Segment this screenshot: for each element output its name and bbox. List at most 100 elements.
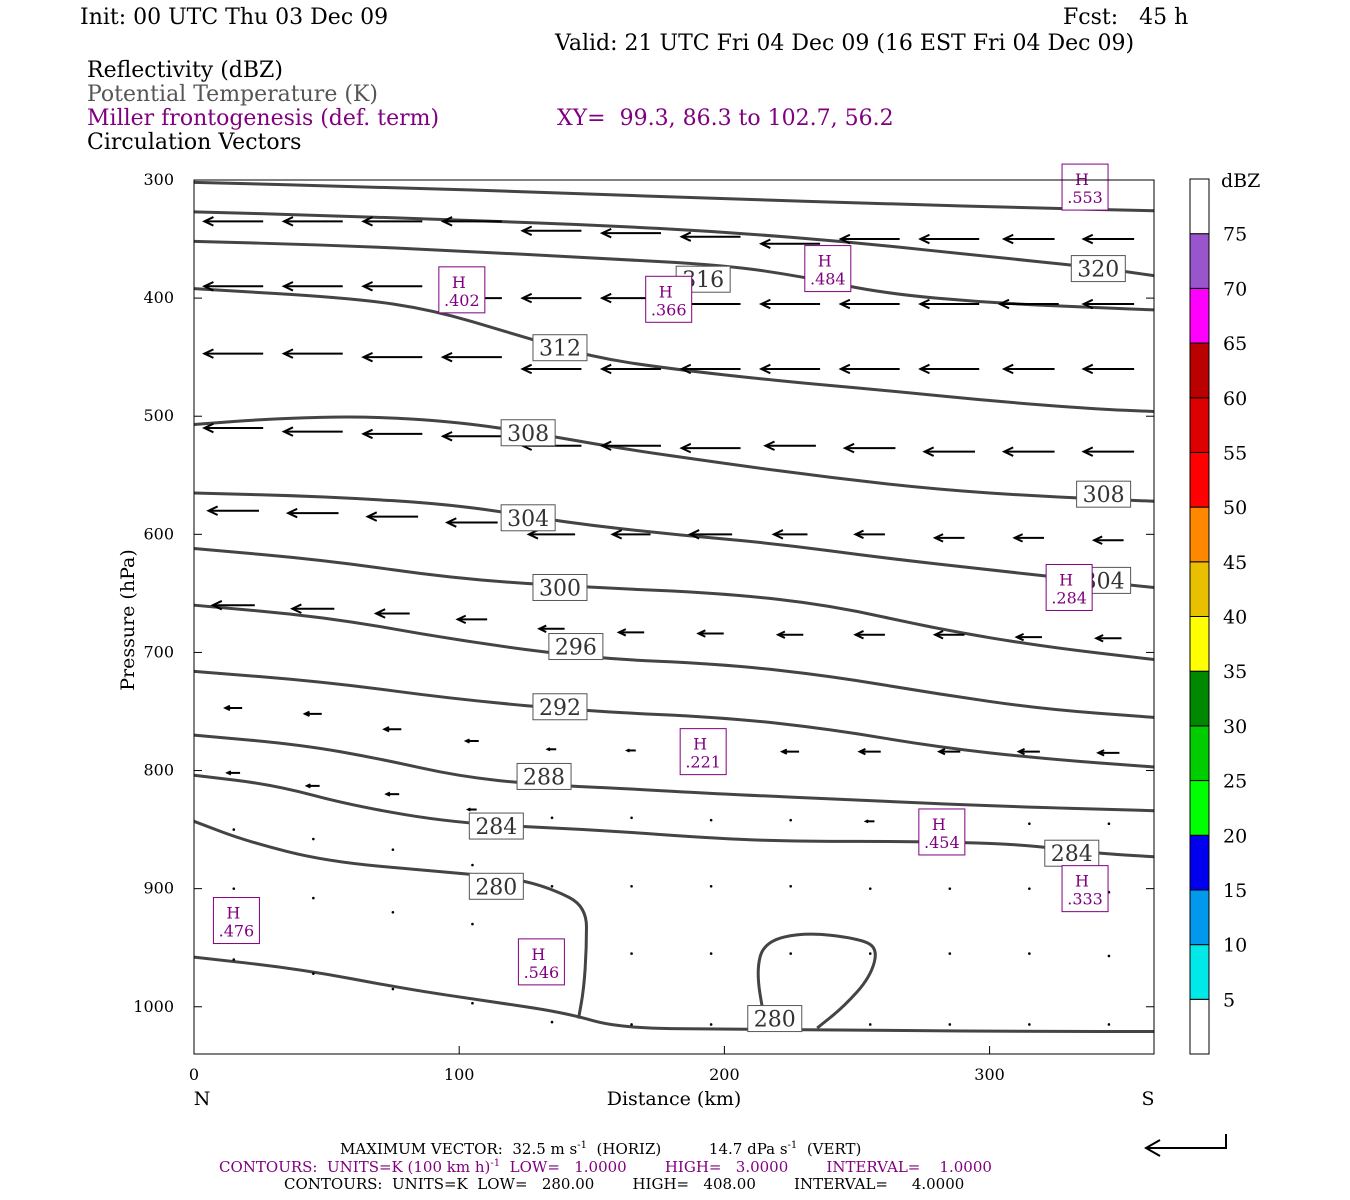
circulation-vector (384, 791, 400, 797)
circulation-vector (1028, 1023, 1031, 1026)
svg-text:280: 280 (754, 1008, 796, 1033)
circulation-vector (758, 238, 821, 249)
circulation-vector (758, 298, 821, 310)
circulation-vector (1012, 533, 1045, 543)
circulation-vector (440, 216, 502, 227)
theta-contour-label: 284 (1044, 839, 1100, 867)
circulation-vector (206, 505, 259, 516)
theta-contour-label: 320 (1070, 255, 1126, 283)
circulation-vector (1091, 535, 1124, 545)
frontogenesis-max-marker: H.454 (918, 808, 966, 856)
circulation-vector (857, 748, 881, 756)
field-frontogenesis: Miller frontogenesis (def. term) (87, 106, 440, 131)
y-tick-label: 1000 (133, 997, 174, 1016)
frontogenesis-max-marker: H.284 (1045, 563, 1093, 611)
circulation-vector (361, 351, 423, 363)
theta-contour-label: 296 (548, 633, 604, 661)
colorbar-tick-label: 30 (1223, 716, 1247, 738)
circulation-vector (285, 507, 339, 519)
circulation-vector (1001, 446, 1055, 457)
theta-contour-label: 312 (532, 334, 588, 362)
colorbar-swatch (1189, 725, 1210, 782)
circulation-vector (1096, 749, 1120, 757)
circulation-vector (520, 292, 582, 304)
circulation-vector (616, 628, 645, 637)
svg-text:H: H (1059, 570, 1073, 589)
svg-text:292: 292 (539, 696, 581, 721)
circulation-vector (202, 281, 264, 292)
plot-axes: 300 400 500 600 700 800 900 1000 0 100 200 300 (133, 170, 1155, 1084)
circulation-vector (520, 363, 582, 375)
circulation-vector (610, 529, 651, 540)
circulation-vector (687, 529, 733, 540)
y-tick-label: 800 (143, 761, 174, 780)
circulation-vector (440, 431, 502, 442)
circulation-vector (391, 848, 395, 851)
circulation-vector (630, 1023, 633, 1026)
circulation-vector (361, 281, 423, 292)
circulation-vector (771, 529, 808, 540)
circulation-vector (281, 281, 343, 292)
theta-contour-label: 308 (1076, 480, 1132, 508)
circulation-vector (625, 748, 636, 753)
circulation-vector (709, 884, 713, 888)
circulation-vector (709, 818, 713, 822)
plot-frame (193, 179, 1155, 1055)
svg-text:H: H (226, 904, 240, 923)
circulation-vector (391, 910, 395, 914)
fronto-contour-info: CONTOURS: UNITS=K (100 km h)-1 LOW= 1.00… (219, 1158, 992, 1176)
colorbar-swatch (1189, 561, 1210, 617)
circulation-vector (763, 440, 816, 451)
circulation-vector (679, 442, 741, 454)
circulation-vector (948, 1023, 952, 1026)
y-tick-label: 400 (143, 288, 174, 307)
circulation-vector (232, 958, 236, 961)
circulation-vector (1016, 748, 1040, 756)
circulation-vector (281, 216, 343, 227)
circulation-vector (455, 614, 488, 625)
theta-contour-line (193, 773, 1155, 859)
colorbar-tick-label: 35 (1223, 661, 1247, 683)
svg-text:300: 300 (539, 576, 581, 601)
circulation-vector (1107, 822, 1111, 825)
colorbar-swatch (1189, 670, 1210, 727)
theta-contour-line (193, 180, 1155, 213)
theta-contour-info: CONTOURS: UNITS=K LOW= 280.00 HIGH= 408.… (284, 1175, 965, 1193)
circulation-vector (838, 233, 900, 245)
circulation-vector (853, 529, 885, 539)
circulation-vector (868, 887, 872, 890)
circulation-vector (709, 952, 713, 955)
circulation-vector (863, 819, 875, 824)
colorbar-swatch (1189, 397, 1210, 453)
circulation-vector (868, 952, 872, 955)
x-tick-label: 0 (189, 1065, 199, 1084)
theta-contour-label: 284 (468, 812, 524, 840)
circulation-vector (709, 1023, 713, 1026)
circulation-vectors (202, 216, 1135, 1026)
circulation-vector (550, 1020, 554, 1024)
circulation-vector (202, 216, 264, 227)
colorbar-swatch (1189, 451, 1210, 508)
circulation-vector (210, 600, 255, 611)
circulation-vector (1081, 446, 1135, 457)
circulation-vector (775, 630, 804, 639)
frontogenesis-max-marker: H.221 (679, 728, 727, 776)
circulation-vector (232, 828, 236, 831)
svg-text:.476: .476 (219, 922, 255, 941)
circulation-vector (361, 216, 423, 227)
colorbar-swatch (1189, 233, 1210, 289)
circulation-vector (922, 446, 976, 457)
svg-text:.221: .221 (685, 753, 721, 772)
circulation-vector (471, 922, 474, 926)
circulation-vector (365, 511, 419, 522)
field-theta: Potential Temperature (K) (87, 82, 378, 107)
svg-text:288: 288 (523, 765, 565, 790)
y-tick-label: 600 (143, 524, 174, 543)
circulation-vector (630, 952, 633, 955)
circulation-vector (465, 807, 477, 812)
colorbar-tick-label: 25 (1223, 771, 1247, 793)
y-axis-label: Pressure (hPa) (117, 549, 139, 691)
theta-contour-line (193, 547, 1155, 662)
circulation-vector (679, 231, 741, 242)
